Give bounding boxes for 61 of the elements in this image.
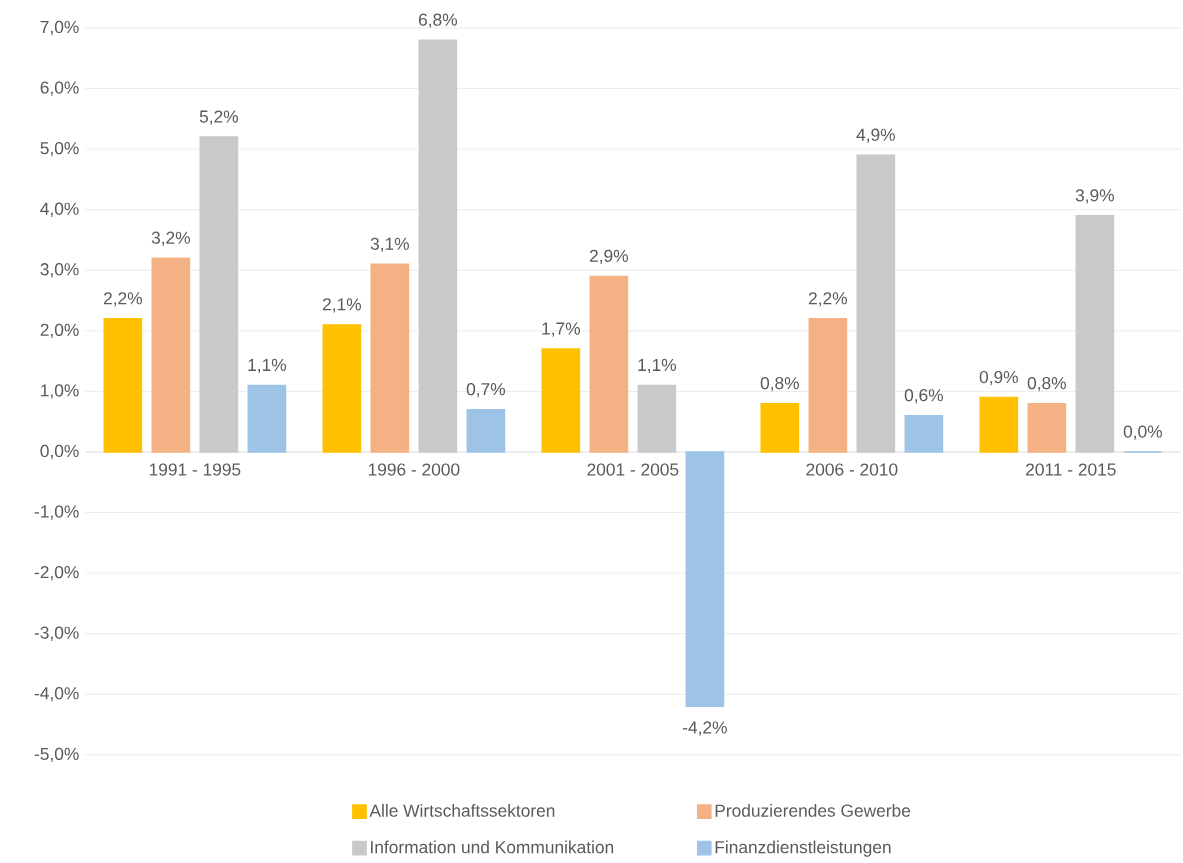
legend-label: Produzierendes Gewerbe <box>715 804 911 817</box>
bar <box>466 408 506 453</box>
bar <box>637 384 677 453</box>
bar <box>760 402 800 453</box>
bar <box>103 318 143 453</box>
y-tick-label: 7,0% <box>40 20 79 36</box>
data-label: 1,1% <box>248 358 287 374</box>
y-tick-label: 3,0% <box>40 263 79 278</box>
bar <box>322 324 362 453</box>
data-label: 0,6% <box>904 389 944 404</box>
data-label: 1,1% <box>638 358 676 374</box>
data-label: 2,1% <box>322 298 361 313</box>
y-tick-label: 1,0% <box>41 384 79 399</box>
data-label: 4,9% <box>856 128 895 143</box>
y-tick-label: 0,0% <box>40 444 79 460</box>
data-label: 3,9% <box>1075 189 1114 204</box>
x-tick-label: 2011 - 2015 <box>1026 463 1116 476</box>
x-tick-label: 1996 - 2000 <box>368 463 460 476</box>
legend-label: Finanzdienstleistungen <box>715 840 891 857</box>
bar <box>247 384 287 453</box>
bar <box>418 39 458 453</box>
y-tick-label: -4,0% <box>34 687 79 702</box>
y-tick-label: -3,0% <box>34 626 79 641</box>
data-label: 0,8% <box>760 376 799 392</box>
data-label: 2,2% <box>808 292 847 307</box>
bar <box>685 451 725 708</box>
y-tick-label: -1,0% <box>34 505 79 520</box>
data-label: 0,0% <box>1123 425 1163 440</box>
data-label: 3,2% <box>151 231 190 246</box>
bar <box>856 154 896 453</box>
data-label: 3,1% <box>370 237 409 253</box>
y-tick-label: 5,0% <box>40 142 79 157</box>
y-tick-label: -2,0% <box>34 566 79 581</box>
bar <box>199 136 239 453</box>
bar <box>979 396 1019 453</box>
y-tick-label: -5,0% <box>34 747 79 763</box>
y-tick-label: 4,0% <box>40 202 79 217</box>
bar <box>1075 215 1115 453</box>
bar <box>370 263 410 453</box>
y-tick-label: 6,0% <box>40 81 79 96</box>
bar <box>589 275 629 453</box>
data-label: 0,8% <box>1027 376 1066 392</box>
x-tick-label: 1991 - 1995 <box>149 463 241 476</box>
bar <box>904 415 944 453</box>
y-tick-label: 2,0% <box>40 323 79 339</box>
bar <box>1027 402 1067 453</box>
legend-label: Alle Wirtschaftssektoren <box>369 804 555 817</box>
data-label: 0,7% <box>466 383 506 398</box>
bar <box>541 348 581 453</box>
x-tick-label: 2001 - 2005 <box>587 463 679 476</box>
data-label: 1,7% <box>542 322 580 337</box>
data-label: 0,9% <box>979 370 1018 386</box>
data-label: 5,2% <box>199 110 239 125</box>
data-label: 2,9% <box>589 249 628 265</box>
x-tick-label: 2006 - 2010 <box>806 463 898 476</box>
bar <box>808 318 848 453</box>
bar <box>151 257 191 453</box>
legend-label: Information und Kommunikation <box>371 840 614 854</box>
data-label: -4,2% <box>683 721 727 736</box>
data-label: 6,8% <box>418 13 458 28</box>
data-label: 2,2% <box>103 292 142 307</box>
